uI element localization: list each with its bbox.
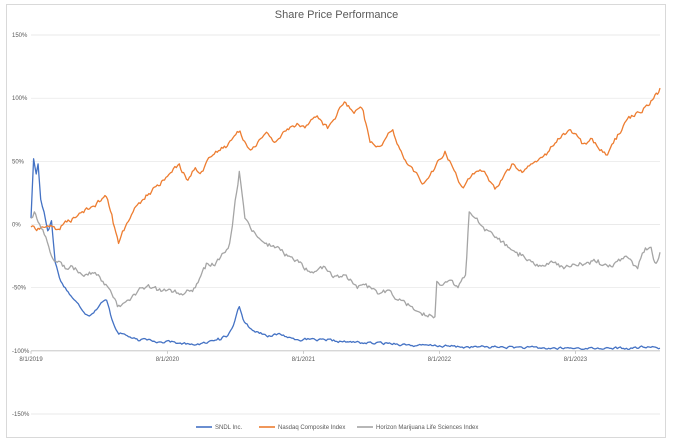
y-tick-label: -100% (12, 349, 30, 355)
x-tick-label: 8/1/2019 (19, 357, 43, 363)
series-line-horizon-marijuana-life-sciences-index (30, 170, 661, 319)
series-lines (30, 87, 661, 351)
y-tick-label: -50% (12, 286, 27, 292)
y-tick-label: -150% (12, 412, 30, 418)
y-tick-label: 0% (12, 223, 21, 229)
y-axis-tick-labels: 150% 100% 50% 0% -50% -100% -150% (12, 33, 30, 418)
x-axis: 8/1/2019 8/1/2020 8/1/2021 8/1/2022 8/1/2023 (19, 350, 660, 363)
y-tick-label: 50% (12, 159, 25, 165)
legend-label: Nasdaq Composite Index (278, 425, 345, 431)
chart-frame (6, 4, 666, 438)
legend-label: SNDL Inc. (215, 425, 242, 431)
x-tick-label: 8/1/2023 (564, 357, 588, 363)
series-line-sndl-inc (30, 158, 661, 351)
x-tick-label: 8/1/2022 (428, 357, 452, 363)
legend-label: Horizon Marijuana Life Sciences Index (376, 425, 478, 431)
x-tick-label: 8/1/2020 (156, 357, 180, 363)
y-tick-label: 150% (12, 33, 28, 39)
y-tick-label: 100% (12, 96, 28, 102)
chart-title: Share Price Performance (274, 9, 399, 21)
x-tick-label: 8/1/2021 (292, 357, 316, 363)
legend: SNDL Inc. Nasdaq Composite Index Horizon M… (196, 425, 478, 431)
series-line-nasdaq-composite-index (30, 87, 661, 245)
